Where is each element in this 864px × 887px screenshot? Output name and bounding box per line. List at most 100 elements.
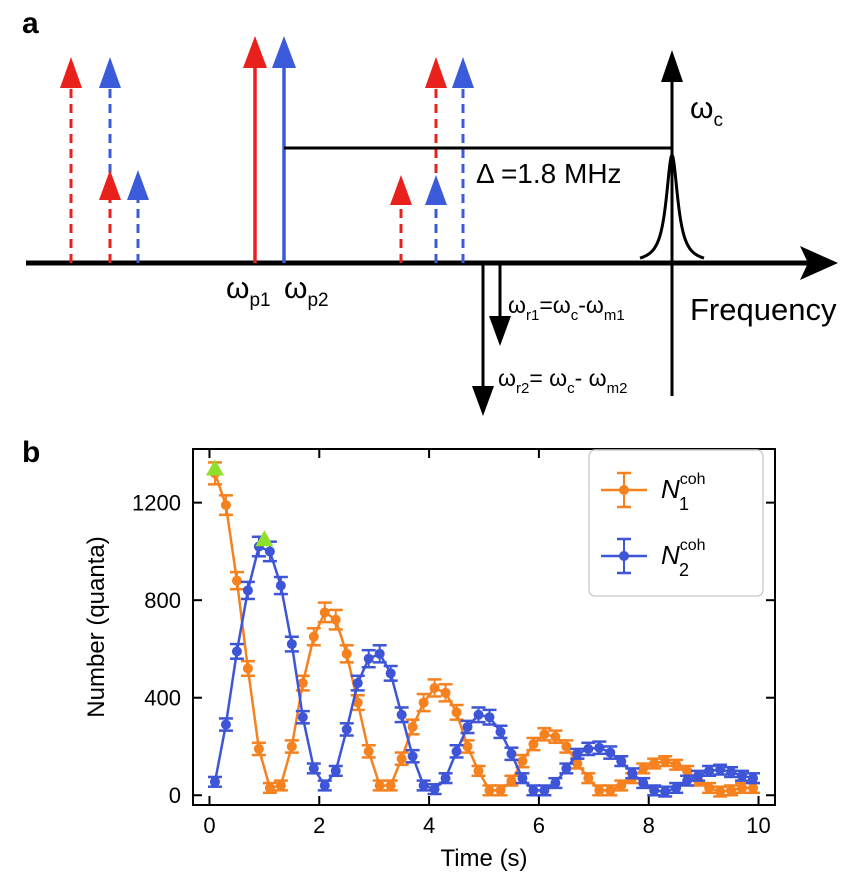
series-1-point [462,741,473,752]
legend-marker-1 [619,485,629,495]
series-1-point [726,785,737,796]
pump-arrows [243,36,296,263]
series-2-point [506,748,517,759]
series-2-point [440,773,451,784]
sideband-red-4-head [390,175,412,205]
decay-chart: 0 2 4 6 8 10 0 400 800 1200 Time (s) Number (quanta… [83,448,776,872]
series-2-point [231,646,242,657]
series-1-point [440,687,451,698]
series-2-point [660,786,671,797]
series-2-point [429,784,440,795]
series-1-point [561,741,572,752]
legend-label-2: Ncoh 2 [661,537,706,580]
series-1-point [506,775,517,786]
series-1-point [616,780,627,791]
plot-frame [192,448,776,806]
series-2-point [605,747,616,758]
series-2-point [341,724,352,735]
series-2-point [220,719,231,730]
series-1-point [275,780,286,791]
series-1-point [418,697,429,708]
panel-a-label: a [22,7,39,40]
readout-2-label: ωr2= ωc- ωm2 [498,365,627,397]
series-2-point [627,768,638,779]
series-1-point [451,707,462,718]
series-2-point [407,751,418,762]
sideband-blue-1-head [99,57,121,88]
series-2-point [671,782,682,793]
series-2-point [297,712,308,723]
series-1-point [396,753,407,764]
series-1-point [363,746,374,757]
series-1-point [253,743,264,754]
series-2-point [264,546,275,557]
series-2-point [528,785,539,796]
y-tick-label: 0 [169,783,181,808]
series-2-point [451,746,462,757]
series-1-point [495,785,506,796]
panel-b: b 0 2 4 6 8 10 0 400 800 1200 Time (s) Number (quan… [22,436,776,872]
series-2-point [737,770,748,781]
series-1-point [264,782,275,793]
series-2-point [495,726,506,737]
legend-label-1: Ncoh 1 [661,471,706,514]
series-1-point [660,756,671,767]
cavity-label: ωc [690,92,723,131]
series-1-point [550,731,561,742]
x-axis-title: Time (s) [440,845,527,872]
series-2-point [583,743,594,754]
series-2-point [352,678,363,689]
series-1-point [286,741,297,752]
series-2-point [462,721,473,732]
series-1-point [385,780,396,791]
series-2-point [715,764,726,775]
series-2-point [209,776,220,787]
series-1-point [231,575,242,586]
series-1-point [242,663,253,674]
sideband-blue-4-head [425,175,447,205]
series-2-point [319,780,330,791]
series-1-point [638,763,649,774]
series-1-point [517,756,528,767]
pump-2-head [272,36,296,68]
x-tick-label: 8 [643,813,655,838]
series-2-point [418,780,429,791]
series-2-point [308,763,319,774]
series-1-point [649,758,660,769]
series-1-point [297,678,308,689]
series-1-point [319,607,330,618]
series-2-point [275,580,286,591]
pump-1-label: ωp1 [226,272,271,311]
series-2-point [748,773,759,784]
series-1-point [748,782,759,793]
series-2-point [242,585,253,596]
series-2-point [385,668,396,679]
series-2-point [473,709,484,720]
pump-1-head [243,36,267,68]
initial-value-marker [255,530,274,547]
panel-a: a Frequency [22,7,838,416]
series-1-point [594,785,605,796]
legend-box [588,449,764,597]
series-1-point [429,682,440,693]
y-axis-title: Number (quanta) [83,536,110,717]
y-tick-label: 1200 [132,491,181,516]
readout-1-arrowhead [489,316,511,346]
series-1-point [352,697,363,708]
series-2-point [649,785,660,796]
x-tick-label: 10 [746,813,770,838]
sideband-blue-2-head [127,170,149,200]
x-tick-label: 6 [533,813,545,838]
sideband-arrows [60,57,474,263]
pump-2-label: ωp2 [284,272,329,311]
series-2-point [616,756,627,767]
series-1-point [715,786,726,797]
readout-2-arrowhead [472,386,494,416]
series-2-point [693,770,704,781]
frequency-axis-label: Frequency [690,292,837,327]
series-1-point [583,773,594,784]
series-2-point [726,767,737,778]
series-1-point [220,500,231,511]
series-1-point [341,648,352,659]
